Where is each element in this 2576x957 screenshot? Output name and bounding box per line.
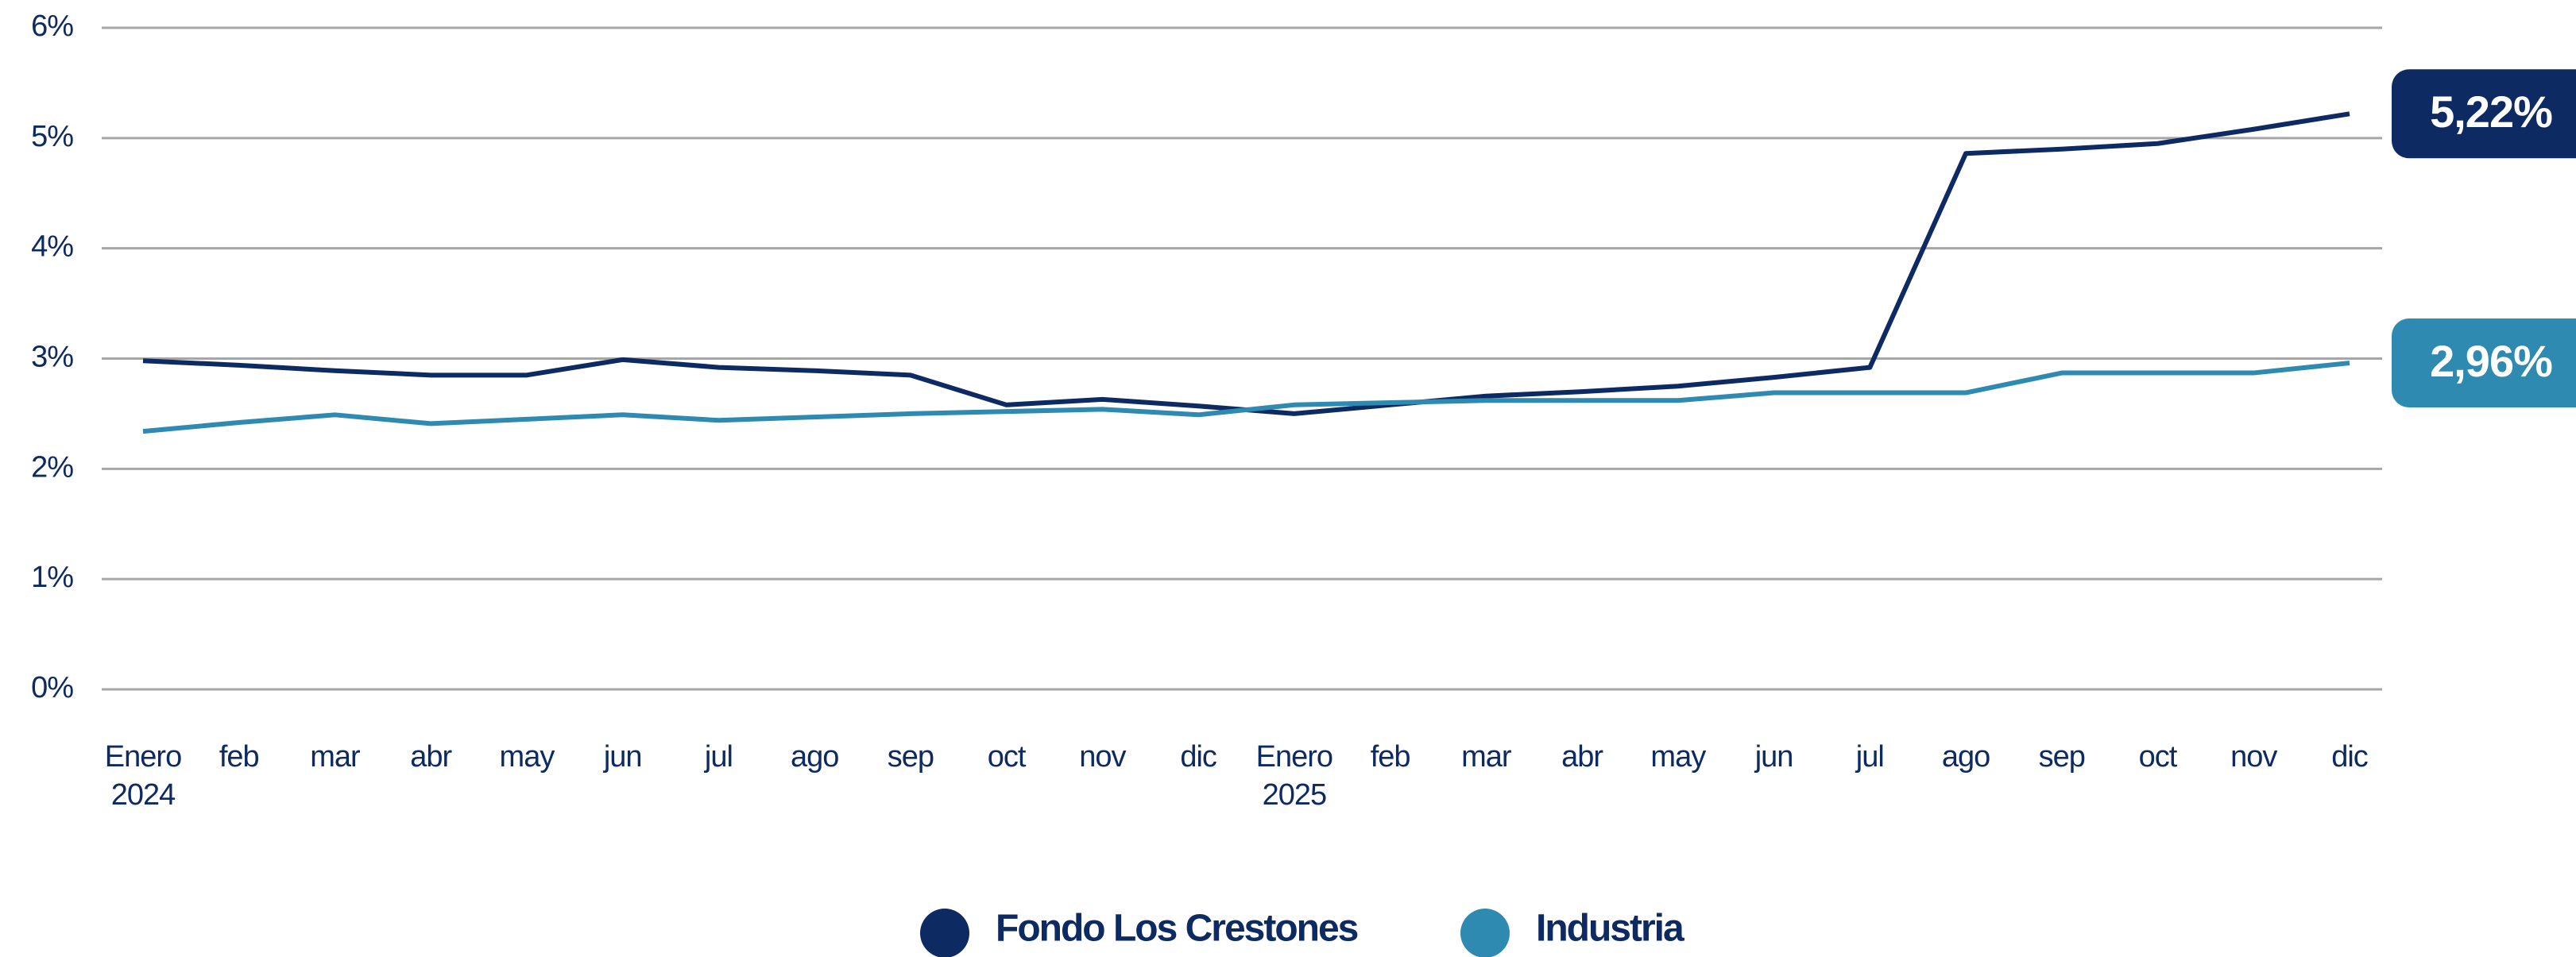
end-label: 5,22% [2430,87,2552,137]
x-tick-label: Enero 2024 [105,740,181,812]
y-tick-label: 3% [31,341,73,374]
end-badge [2392,69,2576,159]
x-tick-label: ago [791,740,838,774]
x-tick-label: dic [1180,740,1216,774]
y-tick-label: 6% [31,10,73,43]
x-tick-label: dic [2331,740,2368,774]
line [142,361,2350,434]
x-tick-label: abr [1561,740,1603,774]
x-tick-label: feb [219,740,259,774]
x-tick-label: oct [988,740,1027,774]
x-tick-label: jun [1754,740,1793,774]
legend-swatch [1460,909,1510,957]
x-tick-label: feb [1371,740,1410,774]
x-tick-label: may [1650,740,1706,774]
legend-label: Fondo Los Crestones [996,908,1358,950]
x-tick-label: nov [1079,740,1126,774]
x-tick-label: ago [1942,740,1990,774]
x-tick-label: oct [2139,740,2178,774]
legend-label: Industria [1536,908,1684,950]
y-tick-label: 2% [31,450,73,484]
x-tick-label: abr [410,740,452,774]
x-tick-label: mar [1461,740,1512,774]
y-tick-label: 5% [31,120,73,153]
x-tick-label: jul [704,740,733,774]
end-label: 2,96% [2430,336,2552,386]
x-tick-label: jun [603,740,642,774]
y-tick-label: 4% [31,230,73,264]
y-tick-label: 1% [31,561,73,594]
end-badge [2392,318,2576,408]
x-tick-label: sep [888,740,934,774]
legend-swatch [920,909,969,957]
x-tick-label: mar [310,740,361,774]
x-tick-label: jul [1855,740,1884,774]
y-tick-label: 0% [31,671,73,704]
x-tick-label: sep [2039,740,2085,774]
x-tick-label: Enero 2025 [1256,740,1332,812]
x-tick-label: may [500,740,555,774]
line [142,111,2350,416]
x-tick-label: nov [2230,740,2277,774]
